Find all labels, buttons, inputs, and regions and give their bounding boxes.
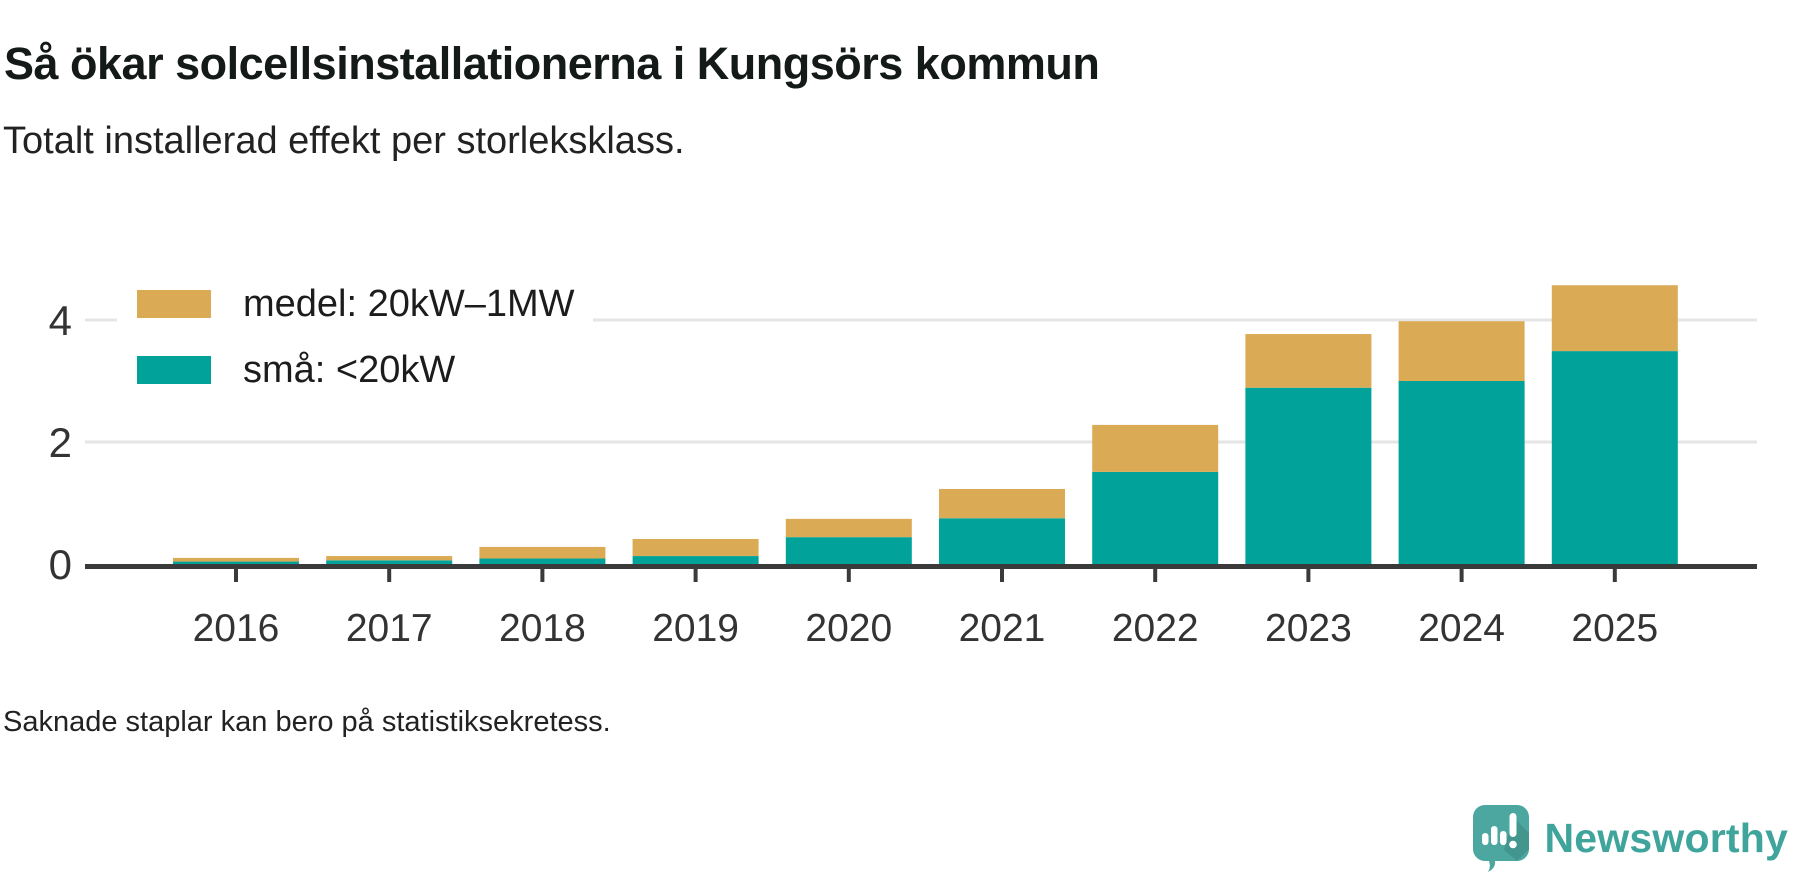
legend-swatch-medel <box>137 290 211 318</box>
legend-label-sma: små: <20kW <box>243 349 456 391</box>
x-tick-label: 2021 <box>959 607 1046 650</box>
y-tick-label: 4 <box>49 297 72 344</box>
x-tick-label: 2020 <box>805 607 892 650</box>
bar-segment-2024 <box>1398 381 1525 564</box>
mini-bar-chart-glyph <box>1481 826 1506 845</box>
bar-segment-2020 <box>785 537 912 564</box>
x-tick-label: 2022 <box>1112 607 1199 650</box>
exclamation-glyph <box>1508 813 1517 849</box>
branding: Newsworthy <box>1471 803 1789 873</box>
x-tick-label: 2017 <box>346 607 433 650</box>
bar-segment-2021 <box>939 518 1065 564</box>
x-axis-line <box>85 564 1757 569</box>
x-axis-tick <box>1459 569 1464 582</box>
bar-segment-2016 <box>173 561 299 564</box>
y-tick-label: 0 <box>49 541 72 588</box>
x-tick-label: 2025 <box>1571 607 1658 650</box>
x-axis-tick <box>846 569 851 582</box>
bar-segment-2020 <box>785 518 912 538</box>
legend-item-medel: medel: 20kW–1MW <box>137 285 575 323</box>
x-axis-tick <box>693 569 698 582</box>
footnote: Saknade staplar kan bero på statistiksek… <box>3 706 611 738</box>
x-axis-tick <box>1306 569 1311 582</box>
bar-segment-2019 <box>632 556 759 564</box>
bar-segment-2019 <box>632 538 759 557</box>
x-tick-label: 2019 <box>652 607 739 650</box>
x-axis-tick <box>387 569 392 582</box>
x-tick-label: 2016 <box>193 607 280 650</box>
bar-segment-2023 <box>1245 334 1372 388</box>
y-tick-label: 2 <box>49 419 72 466</box>
bar-segment-2022 <box>1092 424 1219 472</box>
bar-segment-2017 <box>326 560 453 564</box>
bar-segment-2018 <box>479 546 606 559</box>
page-title: Så ökar solcellsinstallationerna i Kungs… <box>4 38 1100 90</box>
x-axis-tick <box>540 569 545 582</box>
page-subtitle: Totalt installerad effekt per storlekskl… <box>3 120 685 162</box>
legend-swatch-sma <box>137 356 211 384</box>
bar-segment-2016 <box>173 557 299 562</box>
legend-item-sma: små: <20kW <box>137 351 575 389</box>
x-axis-tick <box>1612 569 1617 582</box>
x-tick-label: 2024 <box>1418 607 1505 650</box>
bar-segment-2023 <box>1245 387 1372 564</box>
x-tick-label: 2023 <box>1265 607 1352 650</box>
bar-segment-2017 <box>326 556 453 561</box>
x-axis-tick <box>1000 569 1004 582</box>
bar-segment-2021 <box>939 488 1065 519</box>
bar-segment-2022 <box>1092 471 1219 564</box>
brand-name: Newsworthy <box>1544 814 1788 861</box>
newsworthy-speech-bubble-chart-icon <box>1472 805 1529 872</box>
legend-label-medel: medel: 20kW–1MW <box>243 283 575 325</box>
legend: medel: 20kW–1MW små: <20kW <box>117 277 593 399</box>
bar-segment-2024 <box>1398 321 1525 381</box>
bar-segment-2025 <box>1551 351 1678 564</box>
x-axis-tick <box>1153 569 1158 582</box>
bar-segment-2018 <box>479 558 606 564</box>
bar-segment-2025 <box>1551 285 1678 352</box>
x-axis-tick <box>234 569 238 582</box>
x-tick-label: 2018 <box>499 607 586 650</box>
